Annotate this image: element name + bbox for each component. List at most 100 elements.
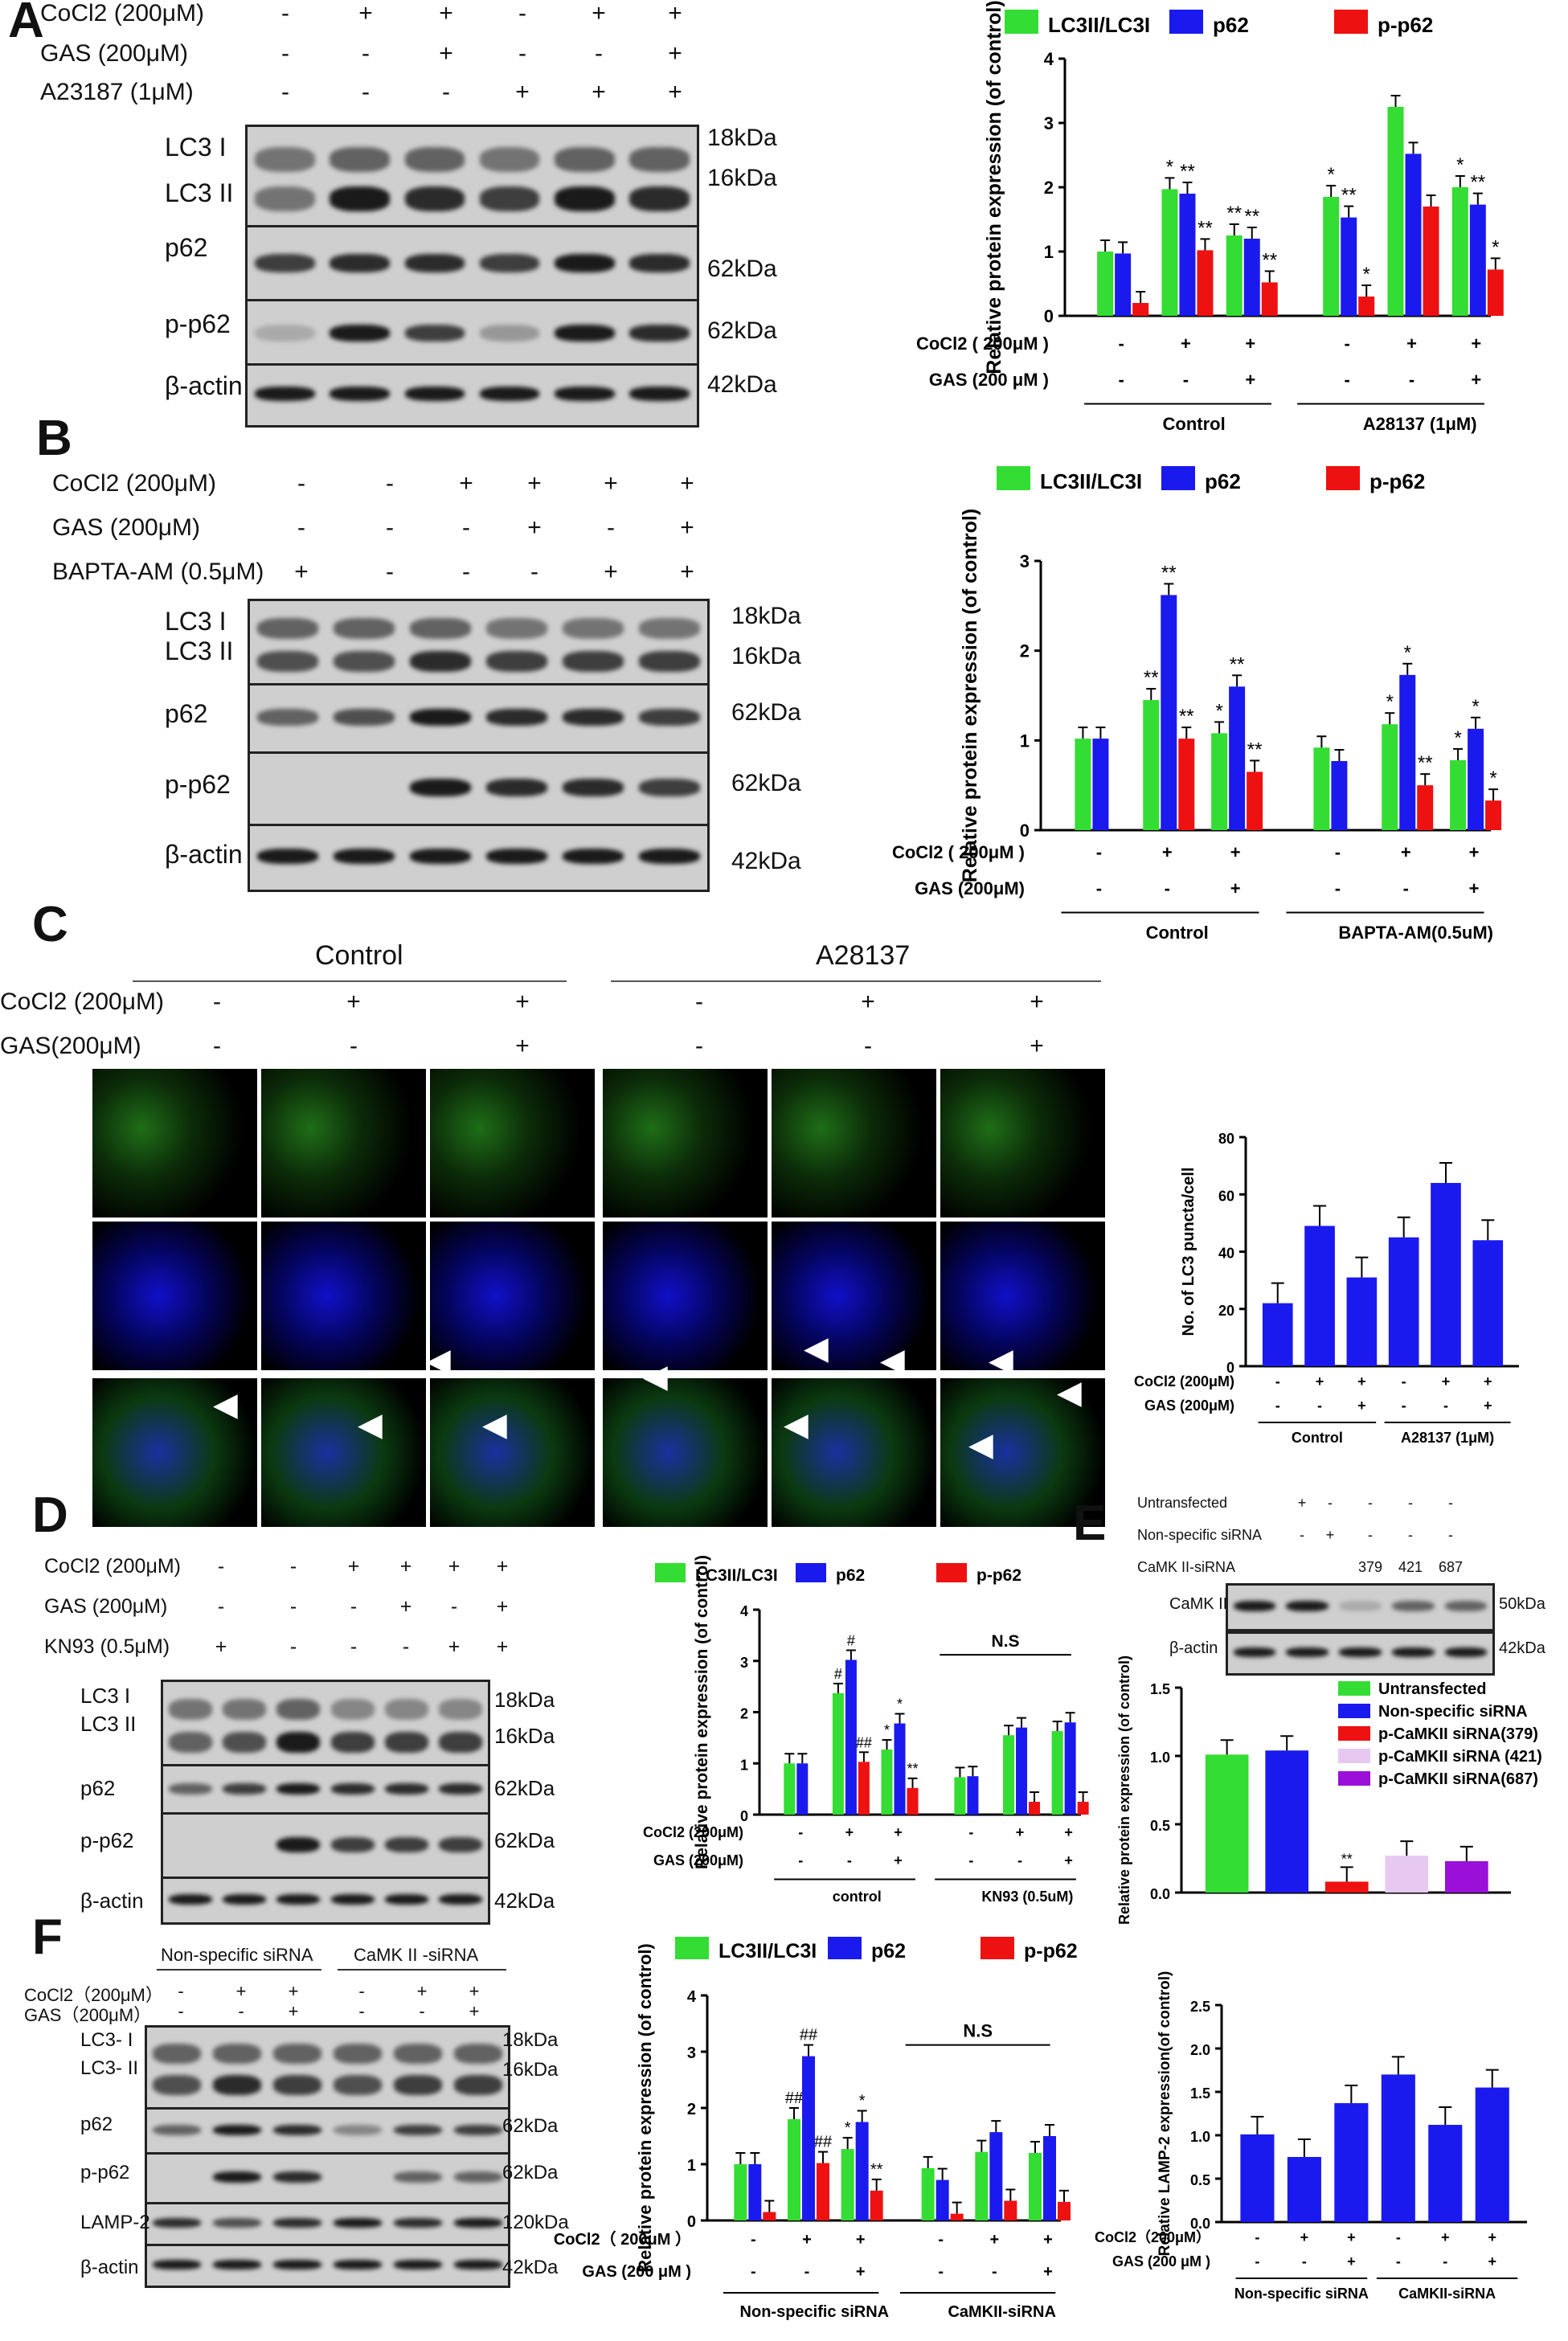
legend-swatch (1338, 1749, 1370, 1763)
x-sign: - (1275, 1398, 1280, 1414)
micrograph-merge (603, 1378, 768, 1527)
blot-band (330, 1782, 375, 1795)
x-sign: + (1245, 334, 1255, 354)
significance-mark: # (834, 1666, 842, 1682)
a-sign: - (362, 40, 370, 67)
d-row-label: LC3 II (80, 1712, 137, 1736)
arrowhead-marker: ◀ (358, 1407, 383, 1443)
bar-lc3ii-lc3i (1451, 187, 1468, 316)
blot-b-pp62 (248, 751, 710, 828)
d-sign: - (217, 1595, 225, 1618)
bar-lc3ii-lc3i (975, 2151, 989, 2220)
a-kda-label: 18kDa (707, 125, 777, 151)
x-row-label: CoCl2 ( 200μM ) (892, 842, 1025, 862)
panel-label-b: B (36, 411, 72, 466)
micrograph-merge (92, 1378, 257, 1527)
b-sign: - (386, 559, 394, 585)
bar (1346, 1277, 1378, 1366)
d-sign: + (399, 1555, 412, 1578)
blot-f-actin (145, 2244, 510, 2288)
x-sign: - (1096, 842, 1102, 862)
group-label: CaMKII-siRNA (948, 2303, 1055, 2321)
d-condition-label: CoCl2 (200μM) (44, 1555, 182, 1578)
bar-p-p62 (1417, 785, 1434, 830)
legend-swatch (1338, 1771, 1370, 1786)
b-kda-label: 62kDa (731, 699, 801, 726)
blot-band (1444, 1600, 1488, 1612)
bar-p62 (1043, 2136, 1056, 2220)
blot-band (554, 386, 615, 402)
y-axis-label: Relative LAMP-2 expression(of control) (1157, 1971, 1173, 2257)
blot-band (638, 848, 700, 865)
x-sign: + (1181, 334, 1191, 354)
x-sign: + (1043, 2263, 1053, 2281)
bar-p62 (1399, 674, 1416, 830)
b-sign: + (680, 514, 694, 541)
significance-mark: ** (1144, 667, 1159, 689)
a-sign: - (362, 79, 370, 105)
b-condition-label: BAPTA-AM (0.5μM) (52, 559, 264, 585)
arrowhead-marker: ◀ (989, 1343, 1013, 1378)
x-sign: - (1118, 334, 1124, 354)
bar-p-p62 (763, 2212, 776, 2220)
significance-mark: ** (1180, 161, 1195, 182)
x-sign: + (1488, 2229, 1496, 2245)
blot-band (410, 848, 471, 865)
blot-band (223, 1732, 266, 1754)
panel-f-group-line-2 (338, 1969, 506, 1971)
x-sign: + (1043, 2231, 1053, 2249)
blot-band (330, 1893, 375, 1905)
a-kda-label: 16kDa (707, 165, 777, 191)
e-sign: - (1448, 1527, 1453, 1543)
x-row-label: GAS (200 μM ) (582, 2263, 691, 2281)
blot-band (439, 1893, 483, 1905)
blot-band (453, 2218, 502, 2228)
bar-lc3ii-lc3i (1323, 197, 1340, 316)
y-tick-label: 40 (1218, 1246, 1234, 1262)
c-sign: + (1030, 1033, 1044, 1059)
bar-lc3ii-lc3i (1075, 739, 1091, 830)
x-sign: - (1345, 370, 1350, 390)
y-tick-label: 2.5 (1190, 1999, 1210, 2015)
legend-label: p-CaMKII siRNA(379) (1378, 1725, 1538, 1743)
f-sign: - (178, 1981, 184, 2001)
d-sign: + (496, 1635, 509, 1658)
d-kda-label: 18kDa (494, 1688, 555, 1712)
bar-p62 (967, 1776, 979, 1815)
a-sign: - (281, 79, 289, 105)
x-row-label: GAS (200μM) (915, 878, 1025, 898)
x-sign: - (1335, 842, 1341, 862)
x-sign: + (1357, 1373, 1366, 1389)
bar-p62 (748, 2164, 762, 2220)
bar-lc3ii-lc3i (1003, 1735, 1015, 1815)
significance-mark: ** (1244, 206, 1259, 227)
f-row-label: p-p62 (80, 2162, 130, 2183)
legend-label: p-p62 (1369, 469, 1425, 493)
blot-band (554, 146, 615, 172)
bar-p-p62 (1058, 2201, 1071, 2220)
significance-mark: * (1386, 691, 1394, 713)
b-sign: + (680, 470, 694, 497)
panel-label-c: C (32, 897, 68, 952)
blot-band (223, 1893, 266, 1905)
ns-label: N.S (963, 2021, 993, 2041)
e-kda-label: 42kDa (1499, 1639, 1545, 1657)
blot-band (330, 146, 390, 172)
f-sign: + (469, 2001, 480, 2021)
a-condition-label: CoCl2 (200μM) (40, 0, 205, 27)
a-kda-label: 62kDa (707, 256, 777, 282)
blot-band (562, 617, 624, 639)
a-sign: + (668, 0, 682, 27)
blot-band (554, 325, 615, 342)
legend-label: p62 (1213, 13, 1249, 37)
legend-swatch (1326, 466, 1360, 490)
significance-mark: * (884, 1722, 890, 1738)
blot-band (453, 2124, 502, 2136)
y-tick-label: 0 (740, 1808, 748, 1824)
blot-band (638, 617, 700, 639)
d-kda-label: 62kDa (494, 1828, 555, 1852)
x-sign: + (1162, 842, 1173, 862)
bar-p-p62 (1004, 2200, 1017, 2220)
bar-p62 (1179, 194, 1196, 316)
a-sign: + (439, 0, 453, 27)
